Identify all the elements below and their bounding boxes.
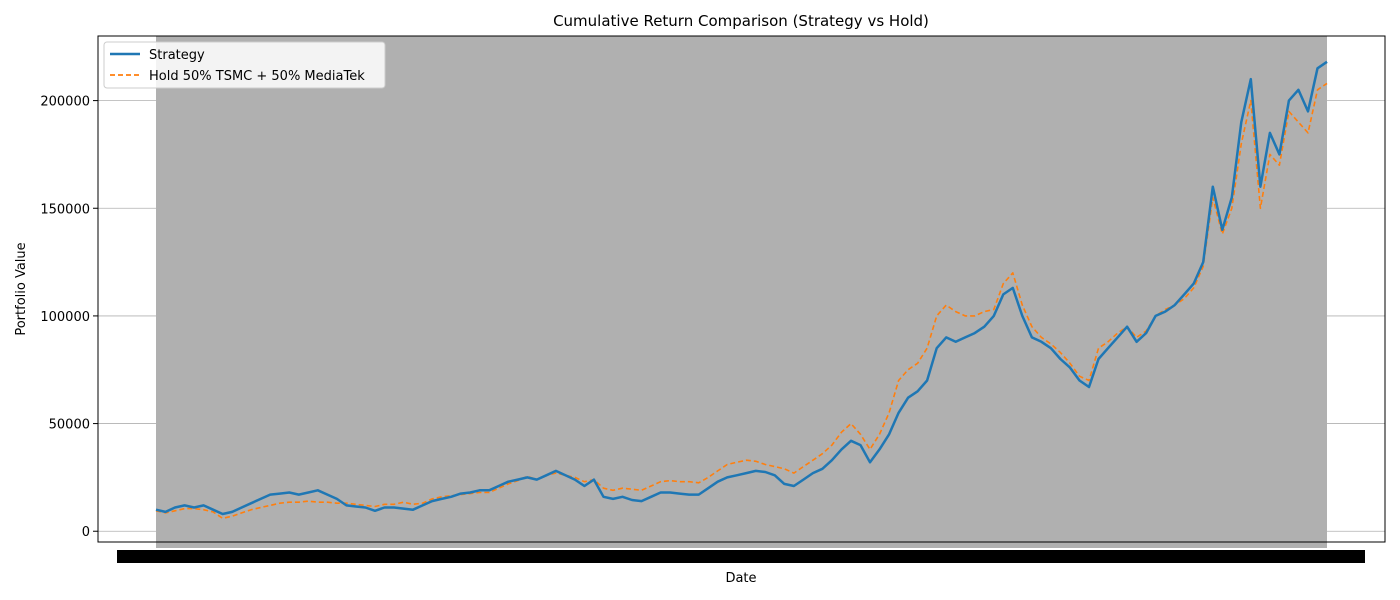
series-line-strategy: [155, 60, 1328, 516]
background-band: [156, 36, 1327, 548]
chart-title: Cumulative Return Comparison (Strategy v…: [553, 12, 929, 30]
legend-label-strategy: Strategy: [149, 48, 205, 63]
grid-lines: [98, 100, 1385, 532]
x-tick-labels-overlap: [117, 550, 1365, 563]
series-lines: [155, 60, 1328, 520]
y-axis-label: Portfolio Value: [14, 242, 29, 335]
plot-frame: [97, 35, 1386, 543]
x-axis-label: Date: [725, 571, 756, 586]
plot-area: 0 50000 100000 150000 200000: [40, 35, 1386, 563]
y-tick-label: 200000: [40, 95, 90, 110]
y-tick-label: 150000: [40, 202, 90, 217]
y-tick-label: 0: [82, 525, 90, 540]
y-axis-ticks: 0 50000 100000 150000 200000: [40, 95, 98, 540]
legend-box: [103, 41, 386, 89]
legend-label-hold: Hold 50% TSMC + 50% MediaTek: [149, 69, 365, 84]
legend: Strategy Hold 50% TSMC + 50% MediaTek: [103, 41, 386, 89]
y-tick-label: 50000: [49, 418, 90, 433]
y-tick-label: 100000: [40, 310, 90, 325]
